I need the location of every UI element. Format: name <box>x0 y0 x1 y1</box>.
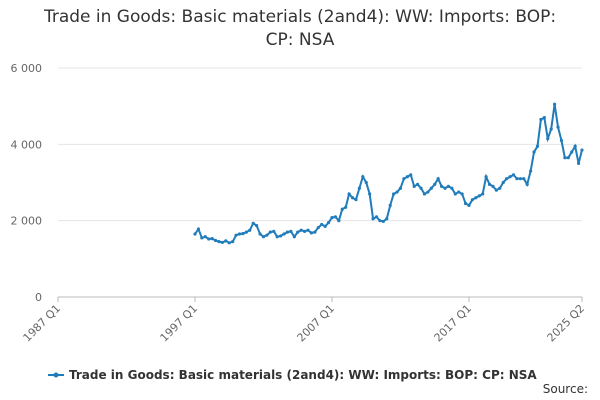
x-tick-label: 2007 Q1 <box>295 302 338 345</box>
legend-label: Trade in Goods: Basic materials (2and4):… <box>69 368 537 382</box>
x-tick-label: 2025 Q2 <box>545 302 588 345</box>
x-tick-label: 1987 Q1 <box>21 302 64 345</box>
source: Source: <box>543 382 588 396</box>
series-line <box>193 102 584 245</box>
y-tick-label: 0 <box>35 291 42 304</box>
y-tick-label: 4 000 <box>11 138 43 151</box>
y-tick-label: 2 000 <box>11 215 43 228</box>
x-tick-label: 1997 Q1 <box>158 302 201 345</box>
legend-symbol <box>53 372 59 378</box>
y-tick-label: 6 000 <box>11 62 43 75</box>
x-tick-label: 2017 Q1 <box>432 302 475 345</box>
chart-title: Trade in Goods: Basic materials (2and4):… <box>43 7 557 50</box>
